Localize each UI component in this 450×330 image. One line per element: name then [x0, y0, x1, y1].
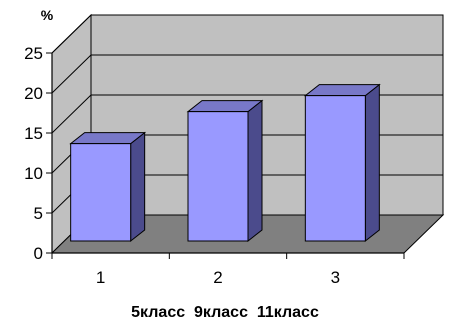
y-tick-label: 20: [24, 84, 43, 103]
y-tick-label: 0: [34, 244, 43, 263]
y-tick-label: 10: [24, 164, 43, 183]
chart-caption: 5класс 9класс 11класс: [131, 304, 319, 321]
bar-front: [187, 111, 249, 242]
bar-side: [130, 131, 146, 243]
y-tick-label: 5: [34, 204, 43, 223]
bar-top: [303, 84, 381, 97]
gridline-side: [51, 14, 92, 54]
bar-side: [247, 99, 263, 243]
bar-front: [70, 143, 132, 242]
bar: [303, 83, 381, 243]
bar-side: [364, 83, 380, 243]
bar-top: [186, 100, 264, 113]
chart-walls: [50, 13, 445, 255]
back-wall: [90, 14, 444, 216]
bar: [186, 99, 264, 243]
bar: [69, 131, 147, 243]
labels: 0 5 10 15 20 25% 1 2 3: [24, 7, 340, 287]
gridline-side: [51, 54, 92, 94]
x-tick-label: 3: [331, 268, 340, 287]
gridline-side: [51, 94, 92, 134]
bars: [69, 83, 381, 243]
y-tick-label: 15: [24, 124, 43, 143]
bar-top: [69, 132, 147, 145]
unit-label: %: [41, 7, 54, 23]
bar-front: [304, 95, 366, 242]
axes: [46, 52, 405, 259]
x-tick-label: 2: [213, 268, 222, 287]
x-tick-label: 1: [96, 268, 105, 287]
y-tick-label: 25: [24, 44, 43, 63]
